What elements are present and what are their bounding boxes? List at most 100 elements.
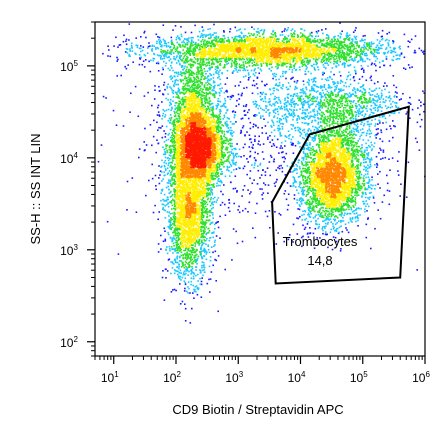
event-dot [359,148,362,150]
event-dot [146,47,149,49]
event-dot [327,94,329,96]
event-dot [325,100,328,103]
event-dot [364,208,366,210]
event-dot [231,142,233,145]
event-dot [340,112,343,115]
event-dot [326,39,328,42]
event-dot [312,146,314,148]
event-dot [205,192,208,195]
event-dot [273,144,276,147]
event-dot [314,150,316,153]
event-dot [273,109,276,111]
event-dot [163,209,165,211]
event-dot [197,242,200,245]
event-dot [324,122,327,125]
event-dot [182,86,185,88]
event-dot [350,140,352,143]
event-dot [188,264,190,267]
event-dot [163,161,165,164]
event-dot [369,196,371,199]
event-dot [307,236,310,238]
event-dot [371,144,373,146]
event-dot [275,146,278,148]
event-dot [219,88,221,90]
event-dot [161,136,164,139]
event-dot [356,188,358,191]
event-dot [173,44,176,47]
event-dot [255,30,258,33]
event-dot [328,94,330,96]
event-dot [329,114,332,117]
event-dot [357,159,359,162]
event-dot [355,55,358,57]
event-dot [283,160,285,163]
event-dot [211,40,213,42]
event-dot [324,233,327,236]
event-dot [335,93,337,96]
event-dot [374,118,377,121]
event-dot [294,62,297,65]
event-dot [354,69,356,72]
event-dot [160,51,162,53]
event-dot [338,112,341,115]
event-dot [227,131,229,134]
event-dot [177,90,179,92]
event-dot [334,215,337,217]
event-dot [182,45,184,48]
event-dot [189,53,191,56]
event-dot [368,99,371,101]
event-dot [231,132,234,135]
event-dot [273,75,275,77]
event-dot [162,38,165,41]
event-dot [309,32,312,35]
event-dot [268,88,271,90]
event-dot [217,226,220,229]
event-dot [207,232,209,234]
event-dot [356,165,359,168]
event-dot [304,113,307,115]
event-dot [208,193,210,195]
event-dot [164,205,166,207]
event-dot [370,247,372,250]
event-dot [254,236,257,239]
event-dot [375,95,378,98]
event-dot [211,110,214,112]
event-dot [315,35,317,38]
event-dot [166,144,169,147]
event-dot [308,213,310,216]
event-dot [278,165,281,167]
event-dot [291,71,293,73]
event-dot [308,149,311,152]
event-dot [148,179,150,182]
event-dot [336,115,339,117]
event-dot [262,32,265,35]
event-dot [210,84,213,87]
event-dot [275,65,277,68]
event-dot [259,68,262,70]
event-dot [394,47,397,50]
event-dot [227,206,230,209]
event-dot [211,232,213,234]
event-dot [257,27,259,30]
event-dot [267,109,270,111]
event-dot [390,103,392,105]
event-dot [403,67,405,69]
event-dot [333,120,335,122]
event-dot [324,117,327,120]
event-dot [223,31,225,33]
event-dot [196,80,199,82]
event-dot [215,114,218,117]
event-dot [280,86,282,89]
event-dot [177,275,180,277]
event-dot [258,140,260,143]
event-dot [367,184,370,187]
event-dot [358,176,361,179]
event-dot [316,85,319,88]
event-dot [231,129,233,132]
event-dot [331,105,333,107]
event-dot [212,184,214,186]
event-dot [348,92,351,94]
event-dot [288,135,290,137]
event-dot [281,63,283,65]
event-dot [168,149,171,151]
